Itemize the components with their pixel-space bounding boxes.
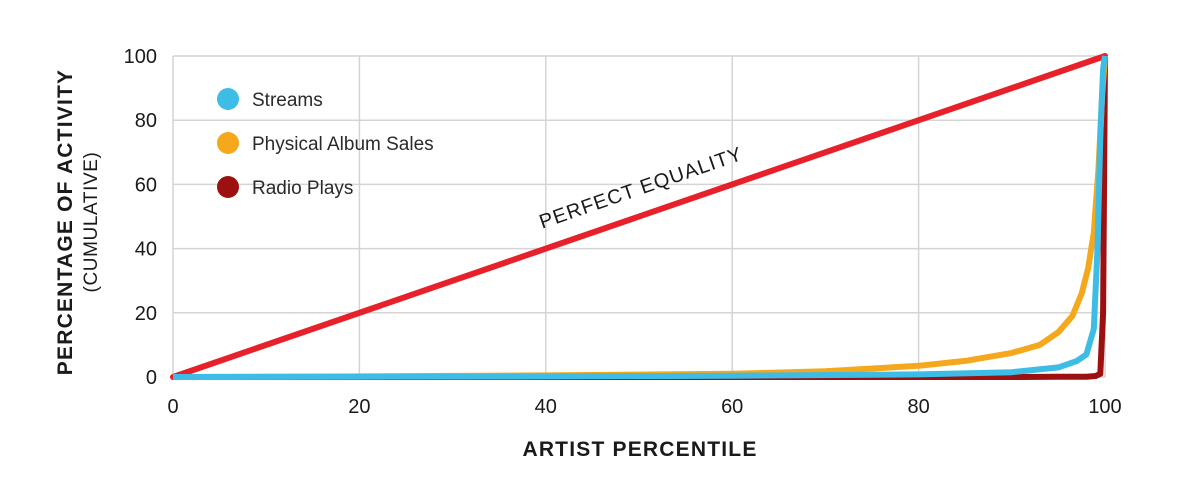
- y-axis-sublabel: (CUMULATIVE): [81, 152, 102, 293]
- legend-label: Streams: [252, 90, 323, 111]
- legend-marker: [217, 132, 239, 154]
- x-tick-label: 0: [167, 396, 178, 418]
- x-tick-label: 80: [907, 396, 929, 418]
- x-axis-label: ARTIST PERCENTILE: [522, 438, 757, 461]
- y-axis-label: PERCENTAGE OF ACTIVITY: [54, 69, 77, 375]
- legend-label: Radio Plays: [252, 178, 353, 199]
- x-tick-label: 60: [721, 396, 743, 418]
- y-tick-label: 20: [135, 303, 157, 325]
- x-tick-label: 40: [535, 396, 557, 418]
- series-line-streams: [172, 55, 1108, 380]
- y-tick-label: 0: [146, 367, 157, 389]
- legend-marker: [217, 176, 239, 198]
- legend-marker: [217, 88, 239, 110]
- legend: Streams Physical Album Sales Radio Plays: [217, 88, 434, 199]
- y-tick-label: 80: [135, 110, 157, 132]
- y-tick-label: 60: [135, 174, 157, 196]
- y-tick-label: 100: [124, 46, 157, 68]
- y-tick-label: 40: [135, 239, 157, 261]
- series-layer: [170, 53, 1108, 380]
- perfect-equality-line: [170, 53, 1108, 380]
- y-axis-ticks: 0 20 40 60 80 100: [124, 46, 157, 389]
- x-axis-ticks: 0 20 40 60 80 100: [167, 396, 1121, 418]
- x-tick-label: 100: [1088, 396, 1121, 418]
- legend-label: Physical Album Sales: [252, 134, 434, 155]
- x-tick-label: 20: [348, 396, 370, 418]
